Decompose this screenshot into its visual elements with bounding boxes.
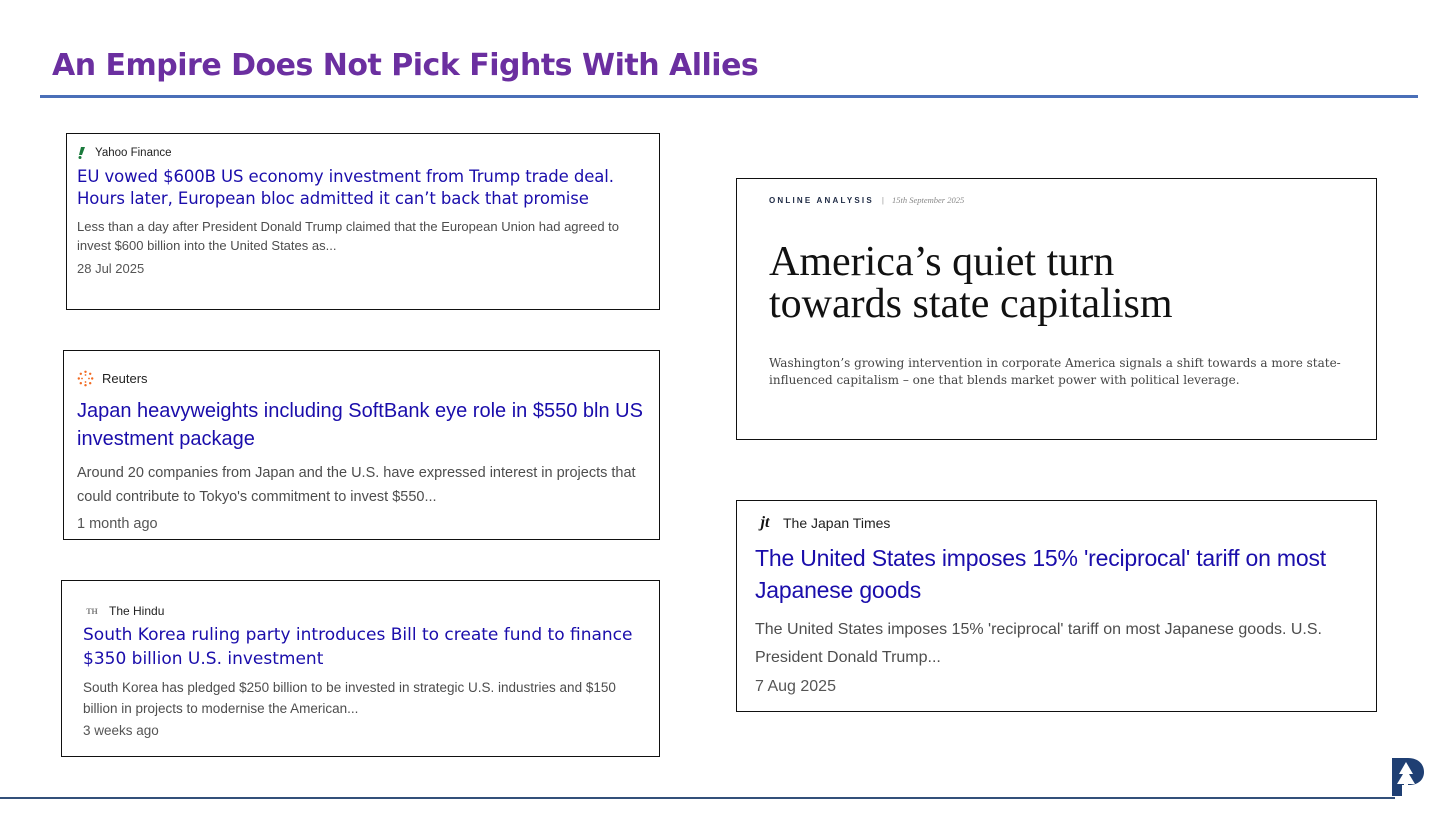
news-source: Yahoo Finance: [77, 147, 649, 159]
source-name: The Japan Times: [783, 515, 891, 531]
meta-separator: |: [881, 195, 884, 205]
news-source: Reuters: [77, 370, 647, 387]
news-source: jt The Japan Times: [755, 514, 1358, 532]
headline-link[interactable]: The United States imposes 15% 'reciproca…: [755, 545, 1326, 604]
yahoo-finance-icon: [77, 147, 87, 159]
slide-title: An Empire Does Not Pick Fights With Alli…: [52, 48, 759, 83]
article-snippet: Around 20 companies from Japan and the U…: [77, 465, 636, 505]
source-name: Yahoo Finance: [95, 147, 172, 159]
headline-link[interactable]: Japan heavyweights including SoftBank ey…: [77, 400, 643, 450]
footer-divider: [0, 797, 1395, 799]
headline-link[interactable]: EU vowed $600B US economy investment fro…: [77, 167, 614, 209]
article-snippet: The United States imposes 15% 'reciproca…: [755, 621, 1322, 667]
news-card-japan-times[interactable]: jt The Japan Times The United States imp…: [736, 500, 1377, 712]
publish-date: 15th September 2025: [891, 195, 965, 205]
section-kicker: ONLINE ANALYSIS: [769, 195, 874, 205]
article-date: 28 Jul 2025: [77, 260, 145, 276]
reuters-icon: [77, 370, 94, 387]
article-meta: ONLINE ANALYSIS | 15th September 2025: [769, 195, 1344, 205]
news-card-reuters[interactable]: Reuters Japan heavyweights including Sof…: [63, 350, 660, 540]
article-date: 3 weeks ago: [83, 723, 159, 739]
news-card-the-hindu[interactable]: TH The Hindu South Korea ruling party in…: [61, 580, 660, 757]
article-date: 7 Aug 2025: [755, 678, 836, 696]
news-card-yahoo[interactable]: Yahoo Finance EU vowed $600B US economy …: [66, 133, 660, 310]
news-source: TH The Hindu: [83, 604, 647, 618]
headline-link[interactable]: South Korea ruling party introduces Bill…: [83, 625, 633, 669]
article-snippet: Less than a day after President Donald T…: [77, 219, 620, 254]
title-divider: [40, 95, 1418, 98]
japan-times-icon: jt: [760, 514, 770, 531]
source-name: Reuters: [102, 371, 148, 386]
analysis-card[interactable]: ONLINE ANALYSIS | 15th September 2025 Am…: [736, 178, 1377, 440]
analysis-headline[interactable]: America’s quiet turn towards state capit…: [769, 239, 1173, 327]
article-date: 1 month ago: [77, 515, 158, 532]
analysis-deck: Washington’s growing intervention in cor…: [769, 356, 1341, 388]
company-logo-icon: [1386, 752, 1428, 798]
article-snippet: South Korea has pledged $250 billion to …: [83, 679, 616, 716]
the-hindu-icon: TH: [86, 606, 98, 616]
source-name: The Hindu: [109, 604, 165, 618]
